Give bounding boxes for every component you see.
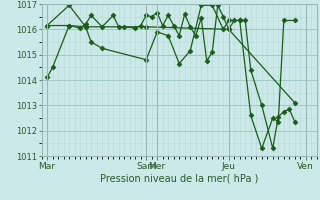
X-axis label: Pression niveau de la mer( hPa ): Pression niveau de la mer( hPa ) [100, 173, 258, 183]
